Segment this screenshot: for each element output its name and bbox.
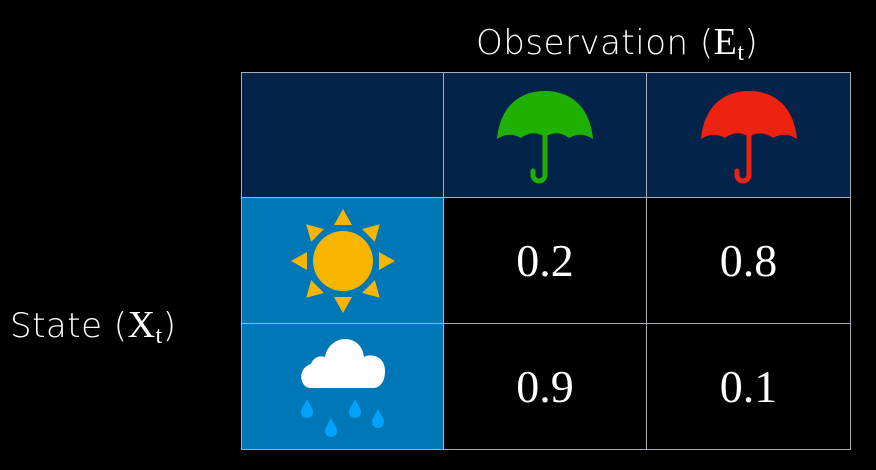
rain-cloud-icon bbox=[300, 338, 385, 437]
cell-rain-green: 0.9 bbox=[443, 323, 647, 450]
sun-icon bbox=[290, 208, 395, 313]
observation-label: Observation (Et) bbox=[476, 20, 758, 67]
corner-cell bbox=[241, 72, 444, 198]
state-label: State (Xt) bbox=[10, 303, 176, 350]
cell-rain-red: 0.1 bbox=[646, 323, 851, 450]
state-sub: t bbox=[155, 323, 163, 349]
observation-var: E bbox=[713, 21, 738, 63]
state-text: State ( bbox=[10, 306, 128, 346]
umbrella-icon bbox=[497, 90, 593, 183]
state-var: X bbox=[127, 304, 156, 346]
observation-text: Observation ( bbox=[476, 23, 714, 63]
header-umbrella-green bbox=[443, 72, 647, 198]
observation-sub: t bbox=[737, 40, 745, 66]
cell-sun-red: 0.8 bbox=[646, 197, 851, 324]
state-close: ) bbox=[162, 306, 177, 346]
row-header-rain bbox=[241, 323, 444, 450]
row-header-sun bbox=[241, 197, 444, 324]
header-umbrella-red bbox=[646, 72, 851, 198]
observation-close: ) bbox=[744, 23, 759, 63]
umbrella-icon bbox=[700, 90, 797, 183]
cell-sun-green: 0.2 bbox=[443, 197, 647, 324]
